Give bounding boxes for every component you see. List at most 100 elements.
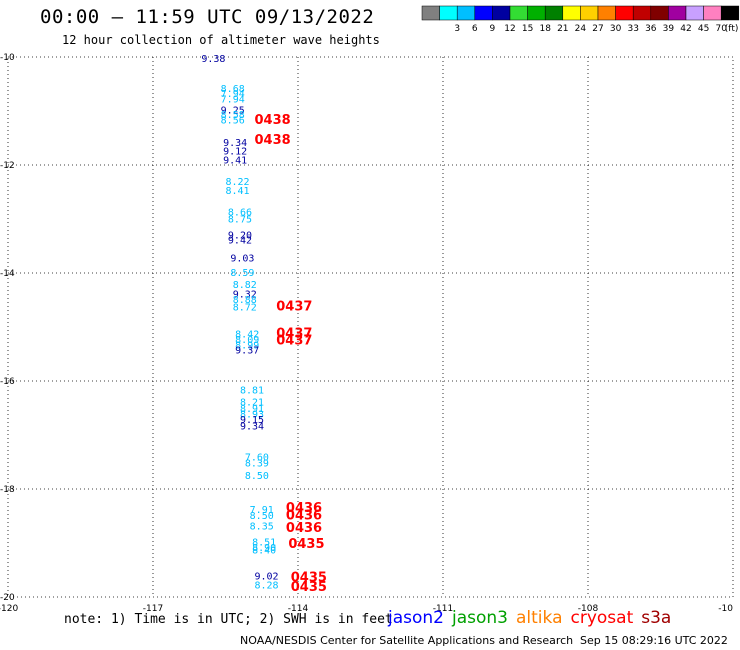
data-marks: 9.388.687.947.949.258.588.569.349.129.41…	[201, 54, 327, 595]
colorbar-tick-label: 21	[557, 24, 568, 34]
wave-height-value: 9.20	[228, 231, 252, 242]
colorbar-tick-label: 30	[610, 24, 622, 34]
x-tick-label: -114	[288, 604, 309, 614]
legend-jason2: jason2	[388, 608, 444, 628]
wave-height-value: 8.58	[221, 110, 245, 121]
wave-height-value: 8.39	[245, 459, 269, 470]
legend-cryosat: cryosat	[570, 608, 634, 628]
wave-height-value: 8.75	[228, 214, 252, 225]
wave-height-value: 8.50	[245, 471, 269, 482]
pass-number-label: 0437	[276, 326, 312, 341]
colorbar-tick-label: 39	[663, 24, 675, 34]
wave-height-value: 8.28	[255, 581, 279, 592]
colorbar-tick-label: 6	[472, 24, 478, 34]
wave-height-value: 7.94	[221, 95, 245, 106]
wave-height-value: 8.51	[252, 537, 276, 548]
wave-height-value: 9.34	[240, 421, 264, 432]
wave-height-value: 9.03	[230, 253, 254, 264]
colorbar-tick-label: 70	[715, 24, 727, 34]
x-tick-label: -108	[578, 604, 599, 614]
wave-height-value: 8.50	[250, 511, 274, 522]
chart-title: 00:00 – 11:59 UTC 09/13/2022	[40, 6, 375, 28]
colorbar-swatch	[421, 5, 440, 21]
wave-height-value: 9.25	[221, 105, 245, 116]
pass-number-label: 0438	[255, 133, 291, 148]
footer-credit: NOAA/NESDIS Center for Satellite Applica…	[240, 634, 574, 647]
colorbar-swatch	[632, 5, 652, 21]
y-tick-label: -20	[0, 593, 15, 603]
y-tick-label: -14	[0, 269, 15, 279]
wave-height-value: 8.40	[252, 545, 276, 556]
colorbar-tick-label: 9	[490, 24, 496, 34]
wave-height-value: 8.90	[252, 543, 276, 554]
wave-height-value: 9.02	[255, 571, 279, 582]
wave-height-value: 9.42	[228, 236, 252, 247]
colorbar-swatch	[439, 5, 458, 21]
colorbar-swatch	[580, 5, 599, 21]
colorbar-tick-label: 15	[522, 24, 533, 34]
pass-number-label: 0438	[255, 113, 291, 128]
wave-height-value: 8.42	[235, 329, 259, 340]
wave-height-value: 8.82	[233, 280, 257, 291]
wave-height-value: 8.93	[240, 409, 264, 420]
plot-axes: -120 -117 -114 -111 -108 -10 -10 -12 -14 -16 -18 -2…	[0, 53, 733, 614]
colorbar-tick-label: 27	[592, 24, 603, 34]
wave-height-value: 9.41	[223, 156, 247, 167]
wave-height-value: 8.91	[240, 404, 264, 415]
colorbar-swatch	[597, 5, 616, 21]
colorbar-tick-label: 36	[645, 24, 657, 34]
legend-altika: altika	[516, 608, 563, 628]
wave-height-value: 8.35	[250, 522, 274, 533]
x-tick-label: -111	[433, 604, 453, 614]
colorbar-swatch	[492, 5, 511, 21]
wave-height-value: 9.15	[240, 415, 264, 426]
colorbar-tick-label: 42	[680, 24, 691, 34]
colorbar-tick-label: 24	[575, 24, 587, 34]
colorbar-tick-label: 33	[627, 24, 638, 34]
wave-height-value: 8.72	[233, 302, 257, 313]
colorbar-legend: 3 6 9 12 15 18 21 24 27 30 33 36 39 42 45 70(ft)	[421, 5, 740, 34]
colorbar-swatch	[527, 5, 546, 21]
colorbar-tick-label: 12	[504, 24, 515, 34]
wave-height-value: 9.37	[235, 346, 259, 357]
wave-height-value: 7.91	[250, 505, 274, 516]
colorbar-swatch	[562, 5, 581, 21]
wave-height-value: 9.32	[233, 290, 257, 301]
x-tick-label: -120	[0, 604, 18, 614]
colorbar-swatch	[720, 5, 740, 21]
colorbar-swatch	[544, 5, 564, 21]
chart-subtitle: 12 hour collection of altimeter wave hei…	[62, 33, 380, 47]
y-tick-label: -10	[0, 53, 15, 63]
pass-number-label: 0437	[276, 299, 312, 314]
wave-height-value: 8.21	[240, 398, 264, 409]
footer-note: note: 1) Time is in UTC; 2) SWH is in fe…	[64, 612, 393, 627]
colorbar-tick-label: 3	[454, 24, 460, 34]
plot-grid	[7, 56, 734, 598]
y-tick-label: -16	[0, 377, 15, 387]
colorbar-swatch	[474, 5, 493, 21]
wave-height-value: 8.09	[235, 335, 259, 346]
wave-height-value: 8.88	[233, 295, 257, 306]
x-tick-label: -117	[143, 604, 163, 614]
wave-height-value: 8.56	[221, 116, 245, 127]
pass-number-label: 0435	[291, 580, 327, 595]
pass-number-label: 0436	[286, 521, 322, 536]
colorbar-tick-label: 18	[539, 24, 551, 34]
y-tick-label: -12	[0, 161, 15, 171]
wave-height-value: 8.68	[221, 84, 245, 95]
footer-timestamp: Sep 15 08:29:16 UTC 2022	[580, 634, 728, 647]
wave-height-value: 8.81	[240, 386, 264, 397]
wave-height-value: 9.12	[223, 146, 247, 157]
colorbar-swatch	[650, 5, 669, 21]
colorbar-swatch	[685, 5, 704, 21]
colorbar-tick-label: 45	[698, 24, 709, 34]
pass-number-label: 0436	[286, 508, 322, 523]
plot-frame	[7, 56, 734, 598]
wave-height-value: 8.41	[226, 186, 250, 197]
x-tick-label: -10	[718, 604, 733, 614]
colorbar-unit: (ft)	[725, 24, 739, 34]
wave-height-value: 7.60	[245, 453, 269, 464]
pass-number-label: 0436	[286, 501, 322, 516]
wave-height-value: 9.38	[201, 54, 225, 65]
